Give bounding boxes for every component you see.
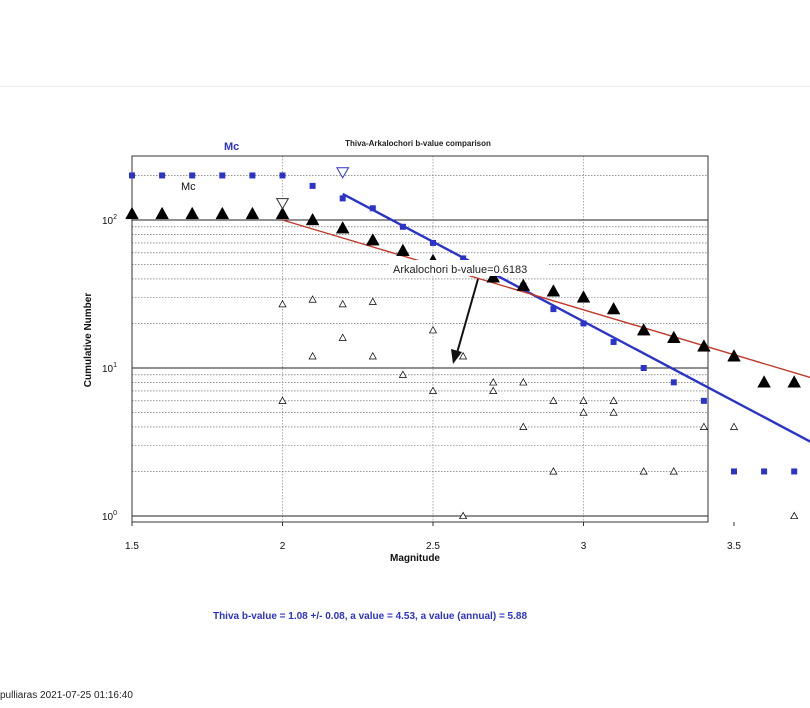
- thiva-data-point: [460, 255, 467, 262]
- y-tick-label: 100: [102, 510, 117, 523]
- arkalochori-noncumulative-point: [519, 378, 528, 386]
- arkalochori-noncumulative-point: [428, 386, 438, 394]
- arkalochori-bvalue-annotation: Arkalochori b-value=0.6183: [393, 264, 527, 276]
- annotation-box: [390, 260, 548, 276]
- grid-layer: [132, 156, 708, 522]
- arkalochori-cumulative-point: [757, 375, 771, 388]
- arkalochori-noncumulative-point: [278, 396, 287, 404]
- arkalochori-noncumulative-point: [699, 422, 708, 430]
- arkalochori-cumulative-point: [727, 349, 741, 362]
- arkalochori-noncumulative-point: [489, 386, 498, 394]
- arkalochori-cumulative-point: [396, 243, 410, 256]
- thiva-data-point: [399, 223, 406, 230]
- data-marks: [125, 167, 802, 520]
- x-tick-label: 1.5: [125, 541, 139, 552]
- thiva-data-point: [339, 195, 346, 202]
- y-axis-label: Cumulative Number: [83, 293, 94, 388]
- arkalochori-noncumulative-point: [398, 370, 407, 378]
- arkalochori-noncumulative-point: [308, 351, 317, 360]
- arkalochori-noncumulative-point: [368, 351, 377, 360]
- arkalochori-cumulative-point: [546, 284, 561, 297]
- thiva-data-point: [640, 365, 647, 371]
- thiva-data-point: [610, 338, 617, 345]
- thiva-data-point: [279, 172, 286, 179]
- arkalochori-noncumulative-point: [459, 351, 468, 360]
- arkalochori-noncumulative-point: [790, 511, 799, 520]
- arkalochori-cumulative-point: [576, 290, 591, 303]
- x-axis-label: Magnitude: [390, 553, 440, 564]
- y-tick-label: 101: [102, 362, 117, 375]
- x-tick-label: 2.5: [426, 541, 440, 552]
- thiva-data-point: [369, 205, 376, 212]
- arkalochori-noncumulative-point: [579, 408, 588, 416]
- arkalochori-cumulative-point: [365, 233, 380, 246]
- arkalochori-cumulative-point: [335, 221, 350, 234]
- arkalochori-cumulative-point: [305, 212, 320, 226]
- arkalochori-cumulative-point: [666, 330, 681, 343]
- thiva-data-point: [761, 468, 768, 475]
- mc-label-thiva: Mc: [224, 141, 239, 153]
- thiva-data-point: [700, 397, 707, 404]
- arkalochori-noncumulative-point: [729, 422, 739, 430]
- arkalochori-cumulative-point: [125, 206, 139, 220]
- mc-marker-arkalochori: [275, 198, 290, 210]
- signature-timestamp: pulliaras 2021-07-25 01:16:40: [0, 690, 133, 701]
- arkalochori-noncumulative-point: [669, 467, 678, 475]
- thiva-data-point: [731, 468, 737, 475]
- thiva-data-point: [189, 172, 196, 179]
- thiva-data-point: [129, 172, 135, 179]
- arkalochori-noncumulative-point: [428, 325, 438, 334]
- mc-label-arkalochori: Mc: [181, 181, 196, 193]
- annotation-arrow-head: [451, 349, 462, 364]
- mc-marker-thiva: [336, 167, 350, 179]
- arkalochori-cumulative-point: [215, 206, 230, 220]
- x-tick-label: 3: [581, 541, 587, 552]
- thiva-data-point: [159, 172, 166, 179]
- x-tick-label: 3.5: [727, 541, 741, 552]
- thiva-data-point: [249, 172, 256, 179]
- arkalochori-noncumulative-point: [609, 408, 618, 416]
- arkalochori-cumulative-point: [275, 206, 290, 220]
- arkalochori-noncumulative-point: [549, 396, 558, 404]
- thiva-bvalue-summary: Thiva b-value = 1.08 +/- 0.08, a value =…: [212, 611, 528, 622]
- arkalochori-cumulative-point: [486, 270, 501, 283]
- y-tick-label: 102: [102, 214, 117, 227]
- arkalochori-noncumulative-point: [459, 511, 468, 520]
- arkalochori-noncumulative-point: [639, 467, 648, 475]
- arkalochori-cumulative-point: [245, 206, 260, 220]
- thiva-fit-line: [342, 192, 810, 443]
- chart-title: Thiva-Arkalochori b-value comparison: [345, 139, 491, 148]
- thiva-data-point: [580, 320, 587, 327]
- arkalochori-cumulative-point: [606, 301, 621, 315]
- arkalochori-cumulative-point: [185, 206, 200, 220]
- plot-frame: [131, 155, 709, 523]
- thiva-data-point: [670, 379, 677, 386]
- annotation-arrow-line: [456, 278, 479, 354]
- arkalochori-fit-line: [282, 219, 810, 379]
- arkalochori-noncumulative-point: [489, 378, 498, 386]
- thiva-data-point: [791, 468, 798, 475]
- arkalochori-noncumulative-point: [579, 396, 588, 404]
- arkalochori-cumulative-point: [697, 339, 711, 352]
- thiva-data-point: [550, 306, 557, 313]
- thiva-data-point: [219, 172, 226, 179]
- arkalochori-noncumulative-point: [338, 333, 347, 341]
- arkalochori-noncumulative-point: [338, 299, 347, 308]
- arkalochori-noncumulative-point: [519, 422, 528, 430]
- arkalochori-noncumulative-point: [308, 295, 317, 303]
- x-tick-label: 2: [280, 541, 286, 552]
- thiva-data-point: [309, 182, 316, 189]
- top-divider: [0, 86, 810, 87]
- arkalochori-cumulative-point: [787, 375, 802, 388]
- thiva-data-point: [430, 239, 436, 246]
- axis-layer: 1.522.533.544.55100101102: [102, 214, 741, 552]
- arkalochori-noncumulative-point: [549, 467, 558, 475]
- arkalochori-cumulative-point: [636, 323, 651, 336]
- arkalochori-noncumulative-point: [609, 396, 618, 404]
- arkalochori-cumulative-point: [155, 206, 169, 220]
- arkalochori-noncumulative-point: [278, 299, 287, 308]
- arkalochori-noncumulative-point: [368, 297, 377, 305]
- arkalochori-cumulative-point: [516, 278, 531, 291]
